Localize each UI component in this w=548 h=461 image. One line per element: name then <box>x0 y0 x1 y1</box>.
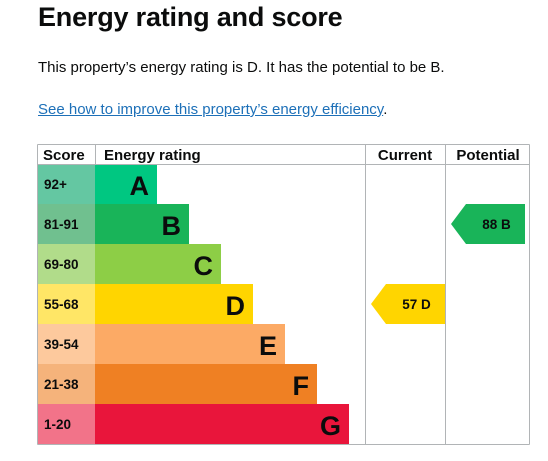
rating-bar <box>95 324 285 364</box>
rating-summary: This property’s energy rating is D. It h… <box>38 59 445 76</box>
rating-bar <box>95 204 189 244</box>
rating-bar <box>95 404 349 444</box>
header-current: Current <box>378 147 432 164</box>
current-rating-tag: 57 D <box>371 284 445 324</box>
rating-bar <box>95 244 221 284</box>
rating-band-c: 69-80 C <box>38 244 221 284</box>
score-range-label: 81-91 <box>44 217 79 232</box>
improve-efficiency-link[interactable]: See how to improve this property’s energ… <box>38 101 384 118</box>
score-cell <box>38 244 95 284</box>
rating-band-a: 92+ A <box>38 164 157 204</box>
rating-band-f: 21-38 F <box>38 364 317 404</box>
score-range-label: 55-68 <box>44 297 79 312</box>
score-cell <box>38 364 95 404</box>
potential-rating-tag-label: 88 B <box>482 217 511 232</box>
header-potential: Potential <box>456 147 519 164</box>
page-title: Energy rating and score <box>38 2 343 32</box>
current-rating-tag-label: 57 D <box>402 297 431 312</box>
rating-letter: C <box>194 251 214 281</box>
rating-band-g: 1-20 G <box>38 404 349 444</box>
rating-bar <box>95 164 157 204</box>
rating-letter: B <box>162 211 182 241</box>
score-cell <box>38 324 95 364</box>
score-range-label: 39-54 <box>44 337 79 352</box>
rating-bar <box>95 364 317 404</box>
rating-letter: D <box>226 291 246 321</box>
score-cell <box>38 284 95 324</box>
score-range-label: 69-80 <box>44 257 79 272</box>
rating-letter: G <box>320 411 341 441</box>
rating-band-b: 81-91 B <box>38 204 189 244</box>
score-cell <box>38 164 95 204</box>
score-range-label: 1-20 <box>44 417 71 432</box>
score-range-label: 92+ <box>44 177 67 192</box>
rating-letter: E <box>259 331 277 361</box>
header-score: Score <box>43 147 85 164</box>
rating-band-e: 39-54 E <box>38 324 285 364</box>
improve-link-row: See how to improve this property’s energ… <box>38 101 387 118</box>
rating-band-d: 55-68 D <box>38 284 253 324</box>
rating-letter: F <box>293 371 310 401</box>
score-cell <box>38 404 95 444</box>
link-suffix: . <box>383 101 388 118</box>
current-rating-tag-arrow <box>371 284 445 324</box>
score-cell <box>38 204 95 244</box>
potential-rating-tag-arrow <box>451 204 525 244</box>
rating-letter: A <box>130 171 150 201</box>
potential-rating-tag: 88 B <box>451 204 525 244</box>
rating-bar <box>95 284 253 324</box>
score-range-label: 21-38 <box>44 377 79 392</box>
header-energy-rating: Energy rating <box>104 147 201 164</box>
